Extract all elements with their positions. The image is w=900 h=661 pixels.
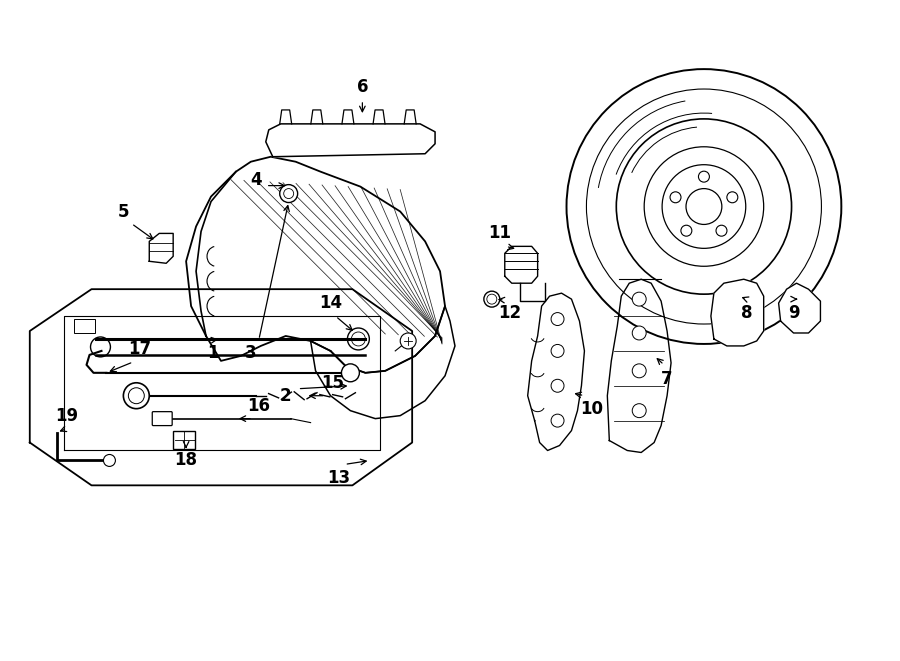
Text: 4: 4	[250, 171, 262, 188]
FancyBboxPatch shape	[173, 430, 195, 449]
Circle shape	[280, 184, 298, 202]
Text: 10: 10	[580, 400, 603, 418]
Circle shape	[123, 383, 149, 408]
Circle shape	[341, 364, 359, 382]
Text: 18: 18	[175, 451, 198, 469]
Circle shape	[632, 292, 646, 306]
Circle shape	[632, 404, 646, 418]
Text: 16: 16	[248, 397, 270, 414]
Text: 14: 14	[319, 294, 342, 312]
Polygon shape	[30, 289, 412, 485]
Polygon shape	[608, 279, 671, 453]
Text: 8: 8	[741, 304, 752, 322]
FancyBboxPatch shape	[152, 412, 172, 426]
Text: 6: 6	[356, 78, 368, 96]
Circle shape	[551, 414, 564, 427]
Circle shape	[551, 379, 564, 392]
Polygon shape	[527, 293, 584, 451]
Circle shape	[632, 364, 646, 378]
Text: 7: 7	[662, 369, 673, 388]
Text: 12: 12	[499, 304, 521, 322]
Polygon shape	[711, 279, 764, 346]
Text: 5: 5	[118, 202, 129, 221]
FancyBboxPatch shape	[74, 319, 95, 333]
Circle shape	[400, 333, 416, 349]
Polygon shape	[186, 157, 445, 373]
Text: 19: 19	[55, 407, 78, 424]
Circle shape	[632, 326, 646, 340]
Circle shape	[551, 313, 564, 325]
Text: 13: 13	[327, 469, 350, 487]
Circle shape	[104, 455, 115, 467]
Circle shape	[551, 344, 564, 358]
Polygon shape	[310, 306, 455, 418]
Text: 15: 15	[321, 373, 344, 392]
Text: 11: 11	[489, 225, 511, 243]
Text: 1: 1	[207, 344, 219, 362]
Polygon shape	[149, 233, 173, 263]
Polygon shape	[778, 283, 821, 333]
Polygon shape	[505, 247, 537, 283]
Polygon shape	[266, 124, 435, 157]
Text: 3: 3	[245, 344, 256, 362]
Circle shape	[484, 291, 500, 307]
Text: 9: 9	[788, 304, 799, 322]
Text: 2: 2	[280, 387, 292, 405]
Text: 17: 17	[128, 340, 151, 358]
